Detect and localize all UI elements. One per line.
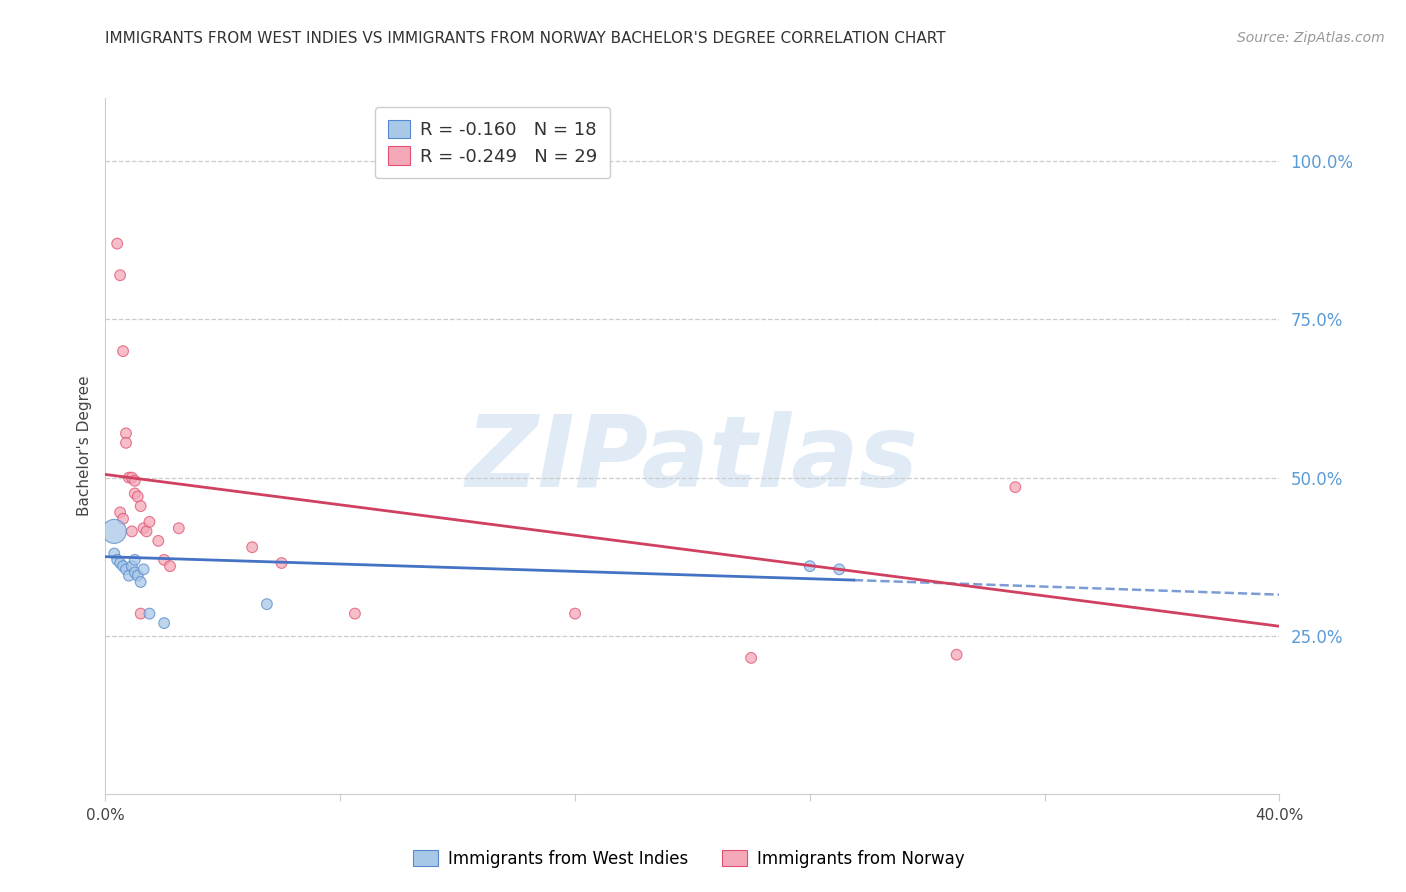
Point [124, 486, 146, 500]
Point [740, 651, 762, 665]
Point [828, 562, 851, 576]
Point [115, 426, 138, 441]
Point [124, 553, 146, 567]
Point [159, 559, 181, 574]
Legend: R = -0.160   N = 18, R = -0.249   N = 29: R = -0.160 N = 18, R = -0.249 N = 29 [375, 107, 610, 178]
Point [945, 648, 967, 662]
Point [129, 607, 152, 621]
Point [103, 547, 125, 561]
Point [105, 553, 128, 567]
Point [270, 556, 292, 570]
Point [1004, 480, 1026, 494]
Point [138, 515, 160, 529]
Text: IMMIGRANTS FROM WEST INDIES VS IMMIGRANTS FROM NORWAY BACHELOR'S DEGREE CORRELAT: IMMIGRANTS FROM WEST INDIES VS IMMIGRANT… [105, 31, 946, 46]
Point [564, 607, 586, 621]
Point [132, 521, 155, 535]
Point [121, 559, 143, 574]
Y-axis label: Bachelor's Degree: Bachelor's Degree [76, 376, 91, 516]
Point [124, 474, 146, 488]
Point [135, 524, 157, 539]
Point [121, 524, 143, 539]
Point [115, 562, 138, 576]
Legend: Immigrants from West Indies, Immigrants from Norway: Immigrants from West Indies, Immigrants … [406, 844, 972, 875]
Point [118, 470, 141, 484]
Point [132, 562, 155, 576]
Point [148, 533, 170, 548]
Point [108, 556, 131, 570]
Point [240, 540, 263, 554]
Point [112, 512, 135, 526]
Point [127, 568, 149, 582]
Point [138, 607, 160, 621]
Point [343, 607, 366, 621]
Point [108, 505, 131, 519]
Point [153, 616, 176, 631]
Point [105, 236, 128, 251]
Point [108, 268, 131, 283]
Text: Source: ZipAtlas.com: Source: ZipAtlas.com [1237, 31, 1385, 45]
Point [118, 568, 141, 582]
Point [153, 553, 176, 567]
Point [127, 490, 149, 504]
Point [129, 499, 152, 513]
Point [799, 559, 821, 574]
Point [115, 435, 138, 450]
Point [167, 521, 190, 535]
Point [112, 559, 135, 574]
Point [129, 574, 152, 589]
Point [112, 344, 135, 359]
Point [256, 597, 278, 611]
Text: ZIPatlas: ZIPatlas [465, 411, 920, 508]
Point [121, 470, 143, 484]
Point [124, 566, 146, 580]
Point [103, 524, 125, 539]
